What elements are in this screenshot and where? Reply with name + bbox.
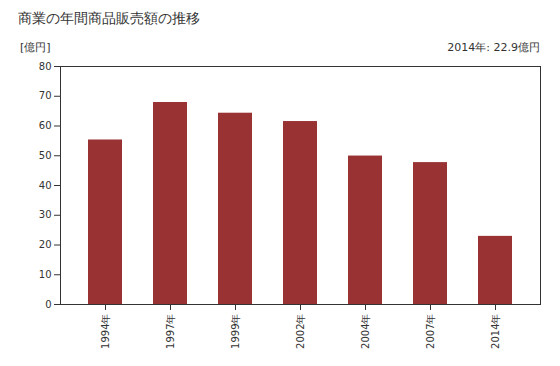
svg-text:80: 80: [39, 61, 52, 72]
svg-text:60: 60: [39, 120, 52, 131]
svg-text:10: 10: [39, 269, 52, 280]
html-text:商業の年間商品販売額の推移: 商業の年間商品販売額の推移: [18, 10, 200, 26]
svg-text:1994年: 1994年: [100, 314, 111, 349]
svg-text:0: 0: [45, 299, 51, 310]
svg-text:2004年: 2004年: [360, 314, 371, 349]
svg-text:50: 50: [39, 150, 52, 161]
html-text:2014年: 22.9億円: 2014年: 22.9億円: [447, 41, 540, 54]
svg-text:1997年: 1997年: [165, 314, 176, 349]
svg-text:40: 40: [39, 180, 52, 191]
svg-text:30: 30: [39, 209, 52, 220]
svg-text:20: 20: [39, 239, 52, 250]
html-text:[億円]: [億円]: [20, 41, 51, 54]
svg-text:2007年: 2007年: [425, 314, 436, 349]
svg-text:1999年: 1999年: [230, 314, 241, 349]
svg-text:70: 70: [39, 90, 52, 101]
svg-text:2014年: 2014年: [490, 314, 501, 349]
svg-text:2002年: 2002年: [295, 314, 306, 349]
